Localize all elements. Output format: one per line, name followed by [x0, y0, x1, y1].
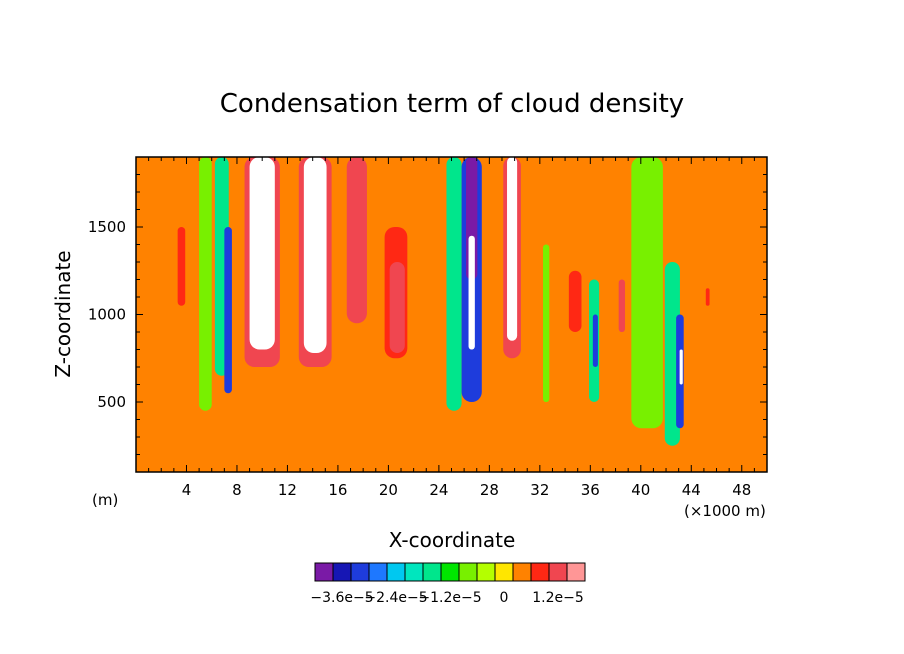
field-column-0	[136, 157, 157, 472]
colorbar-swatch	[440, 562, 460, 582]
field-column-19	[542, 244, 550, 402]
field-column-12	[389, 262, 405, 353]
colorbar-label: −1.2e−5	[418, 590, 481, 606]
colorbar-swatch	[386, 562, 406, 582]
x-tick-label: 44	[682, 481, 701, 499]
colorbar-label: −3.6e−5	[310, 590, 373, 606]
x-tick-label: 4	[182, 481, 192, 499]
y-tick-labels: 500 1000 1500	[88, 218, 126, 411]
colorbar-swatch	[404, 562, 424, 582]
colorbar-swatch	[422, 562, 442, 582]
colorbar-label: 0	[500, 590, 509, 606]
y-axis-title: Z-coordinate	[51, 250, 75, 377]
field-column-20	[568, 270, 582, 332]
contour-field	[136, 157, 767, 472]
field-column-24	[631, 157, 663, 429]
field-column-22	[592, 314, 598, 367]
axis-ticks	[136, 157, 767, 472]
colorbar-swatch	[548, 562, 568, 582]
colorbar-swatch	[566, 562, 586, 582]
field-column-6	[249, 157, 275, 350]
colorbar-swatch	[332, 562, 352, 582]
colorbar-swatch	[350, 562, 370, 582]
colorbar-label: −2.4e−5	[364, 590, 427, 606]
colorbar	[314, 562, 586, 582]
x-tick-label: 24	[429, 481, 448, 499]
chart-title: Condensation term of cloud density	[220, 89, 684, 119]
field-column-4	[224, 227, 232, 394]
field-column-23	[618, 279, 626, 332]
y-tick-label: 1500	[88, 218, 126, 236]
colorbar-swatch	[314, 562, 334, 582]
y-tick-label: 1000	[88, 306, 126, 324]
colorbar-swatch	[458, 562, 478, 582]
x-tick-label: 12	[278, 481, 297, 499]
field-column-28	[705, 288, 710, 306]
x-tick-label: 8	[232, 481, 242, 499]
colorbar-swatch	[512, 562, 532, 582]
field-column-18	[507, 157, 518, 341]
colorbar-swatch	[476, 562, 496, 582]
x-tick-label: 20	[379, 481, 398, 499]
x-tick-label: 36	[581, 481, 600, 499]
field-low-band	[136, 437, 767, 472]
x-unit-left: (m)	[92, 491, 118, 509]
field-column-8	[303, 157, 327, 353]
field-column-16	[468, 235, 475, 350]
field-column-13	[446, 157, 462, 411]
field-column-29	[730, 157, 766, 472]
x-unit-right: (×1000 m)	[684, 502, 766, 520]
x-tick-label: 16	[328, 481, 347, 499]
colorbar-swatch	[494, 562, 514, 582]
x-axis-title: X-coordinate	[389, 528, 516, 552]
x-tick-label: 28	[480, 481, 499, 499]
colorbar-swatch	[368, 562, 388, 582]
x-tick-label: 40	[631, 481, 650, 499]
colorbar-label: 1.2e−5	[532, 590, 584, 606]
x-tick-labels: 4 8 12 16 20 24 28 32 36 40 44 48	[182, 481, 752, 499]
field-column-1	[177, 227, 186, 306]
colorbar-labels: −3.6e−5−2.4e−5−1.2e−5 0 1.2e−5	[310, 590, 583, 606]
field-column-10	[350, 157, 364, 227]
y-tick-label: 500	[97, 393, 126, 411]
field-column-27	[679, 349, 683, 385]
x-tick-label: 48	[732, 481, 751, 499]
x-tick-label: 32	[530, 481, 549, 499]
colorbar-swatch	[530, 562, 550, 582]
field-column-2	[199, 157, 212, 411]
